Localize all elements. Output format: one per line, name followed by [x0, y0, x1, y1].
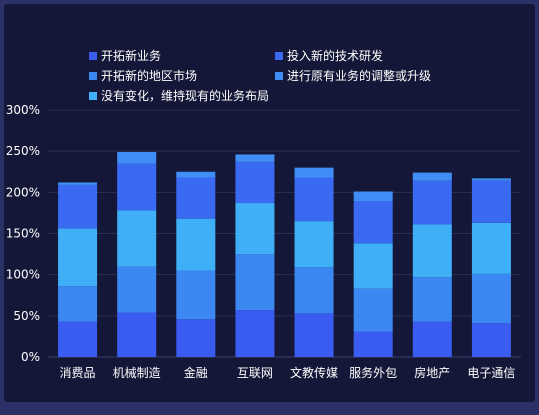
legend-label: 开拓新业务: [101, 48, 161, 63]
bar-segment: [353, 331, 393, 357]
bar-segment: [235, 254, 275, 311]
y-tick-label: 100%: [6, 268, 40, 282]
bar-segment: [471, 323, 511, 357]
bar-segment: [412, 321, 452, 357]
y-tick-label: 200%: [6, 185, 40, 199]
x-category-label: 消费品: [60, 366, 96, 380]
bar-segment: [117, 163, 157, 211]
bar-segment: [412, 180, 452, 225]
y-tick-label: 300%: [6, 103, 40, 117]
legend-label: 进行原有业务的调整或升级: [287, 68, 431, 83]
legend-label: 投入新的技术研发: [287, 48, 383, 63]
bar-segment: [58, 182, 98, 185]
bar-segment: [294, 221, 334, 268]
legend-swatch: [89, 72, 97, 80]
legend-swatch: [275, 72, 283, 80]
bar-segment: [471, 222, 511, 274]
x-axis-categories: 消费品 机械制造 金融 互联网 文教传媒 服务外包 房地产 电子通信: [60, 365, 516, 380]
bar-segment: [412, 277, 452, 322]
bar-segment: [176, 171, 216, 178]
bar-segment: [471, 178, 511, 181]
x-category-label: 金融: [184, 365, 208, 380]
bar-segment: [353, 201, 393, 244]
bar-segment: [235, 203, 275, 255]
y-tick-label: 0%: [21, 350, 40, 364]
bar-segment: [235, 154, 275, 162]
bar-segment: [117, 151, 157, 164]
bar-segment: [235, 310, 275, 357]
legend-label: 没有变化，维持现有的业务布局: [101, 88, 269, 103]
bar-segment: [117, 266, 157, 313]
bar-segment: [58, 321, 98, 357]
bar-segment: [353, 191, 393, 202]
bar-segment: [176, 319, 216, 357]
x-category-label: 电子通信: [467, 366, 515, 380]
bar-segment: [117, 312, 157, 357]
y-tick-label: 150%: [6, 227, 40, 241]
bar-segment: [176, 177, 216, 219]
y-axis-ticks: 0% 50% 100% 150% 200% 250% 300%: [6, 103, 40, 364]
y-tick-label: 50%: [13, 309, 40, 323]
x-category-label: 文教传媒: [290, 365, 338, 380]
bar-segment: [353, 243, 393, 289]
legend-swatch: [89, 92, 97, 100]
bar-segment: [294, 267, 334, 314]
bar-segment: [471, 180, 511, 223]
bar-segment: [58, 286, 98, 322]
bar-segment: [58, 184, 98, 229]
bar-segment: [176, 218, 216, 271]
bar-segment: [412, 172, 452, 181]
bar-segment: [294, 177, 334, 222]
bar-segment: [235, 161, 275, 204]
bar-segment: [176, 270, 216, 320]
y-tick-label: 250%: [6, 144, 40, 158]
bar-segment: [294, 313, 334, 357]
x-category-label: 服务外包: [349, 365, 397, 380]
bar-segment: [412, 224, 452, 278]
bar-segment: [117, 210, 157, 267]
x-category-label: 互联网: [237, 366, 273, 380]
bar-segment: [353, 288, 393, 332]
bar-segment: [471, 273, 511, 324]
legend-label: 开拓新的地区市场: [101, 68, 197, 83]
bar-segment: [294, 167, 334, 178]
x-category-label: 机械制造: [113, 365, 161, 380]
bars: [58, 151, 511, 357]
x-category-label: 房地产: [414, 365, 450, 380]
legend-swatch: [275, 52, 283, 60]
legend-swatch: [89, 52, 97, 60]
bar-segment: [58, 228, 98, 287]
